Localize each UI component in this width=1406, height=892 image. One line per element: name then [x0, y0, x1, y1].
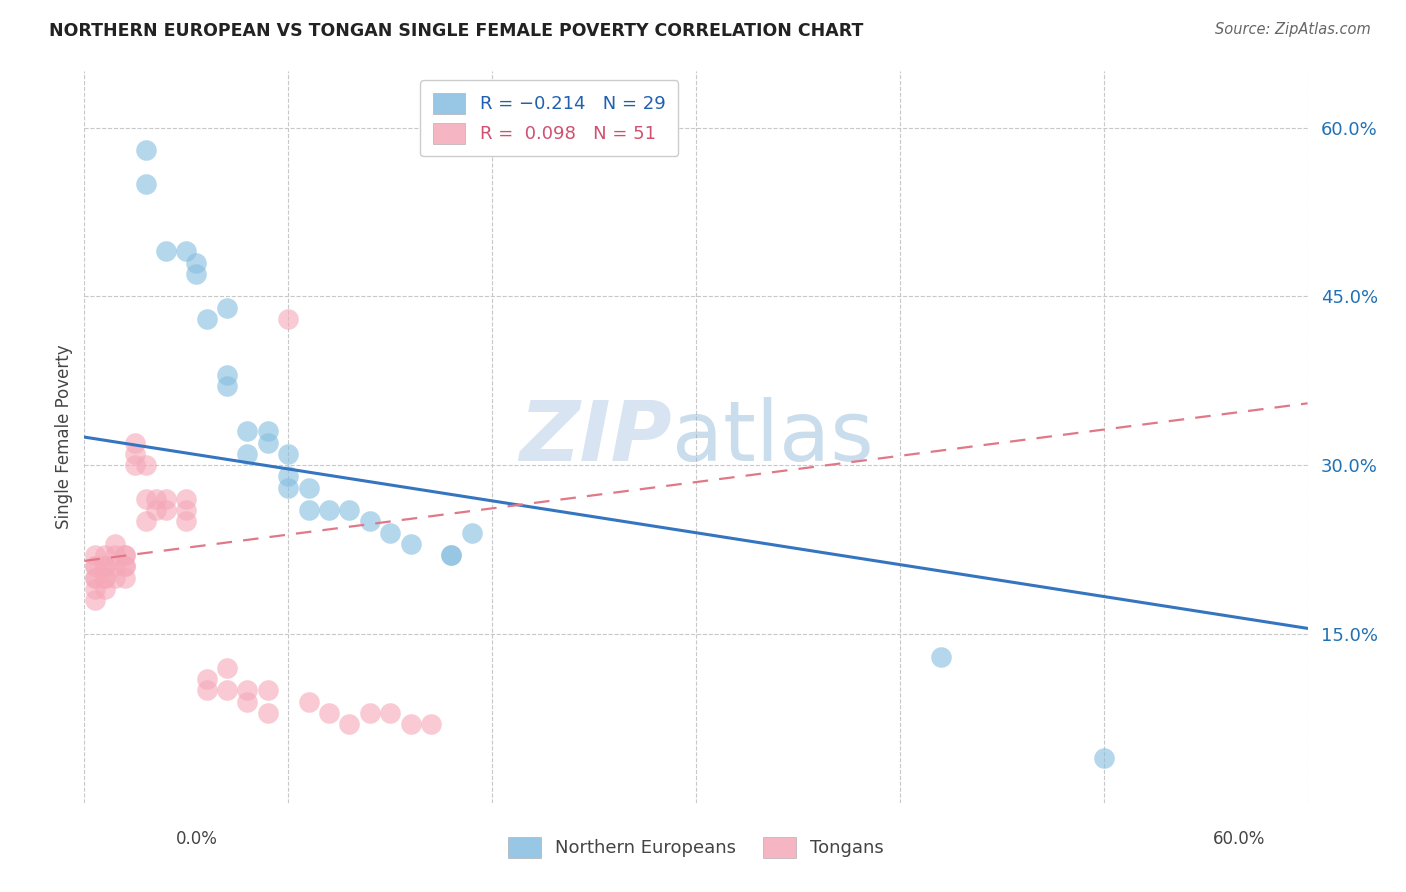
Point: [104, 571, 127, 585]
Point: [318, 706, 340, 720]
Point: [93, 559, 115, 574]
Point: [124, 447, 146, 461]
Point: [83, 582, 105, 596]
Point: [93, 571, 115, 585]
Point: [124, 435, 146, 450]
Point: [83, 571, 105, 585]
Point: [195, 312, 218, 326]
Point: [298, 694, 321, 708]
Point: [145, 491, 167, 506]
Point: [174, 244, 197, 259]
Point: [399, 537, 422, 551]
Point: [298, 503, 321, 517]
Point: [440, 548, 463, 562]
Point: [277, 481, 299, 495]
Point: [155, 503, 177, 517]
Point: [104, 559, 127, 574]
Point: [339, 503, 361, 517]
Point: [93, 559, 115, 574]
Point: [359, 706, 381, 720]
Point: [277, 469, 299, 483]
Point: [339, 717, 361, 731]
Point: [257, 706, 280, 720]
Point: [155, 491, 177, 506]
Point: [318, 503, 340, 517]
Point: [83, 593, 105, 607]
Point: [217, 301, 239, 315]
Point: [257, 683, 280, 698]
Point: [174, 515, 197, 529]
Point: [1092, 751, 1115, 765]
Point: [174, 491, 197, 506]
Point: [380, 706, 402, 720]
Point: [145, 503, 167, 517]
Point: [114, 559, 136, 574]
Point: [359, 515, 381, 529]
Legend: Northern Europeans, Tongans: Northern Europeans, Tongans: [499, 828, 893, 867]
Point: [155, 244, 177, 259]
Text: Source: ZipAtlas.com: Source: ZipAtlas.com: [1215, 22, 1371, 37]
Point: [217, 368, 239, 383]
Point: [135, 458, 157, 473]
Point: [135, 143, 157, 157]
Y-axis label: Single Female Poverty: Single Female Poverty: [55, 345, 73, 529]
Point: [104, 548, 127, 562]
Point: [420, 717, 443, 731]
Text: 0.0%: 0.0%: [176, 830, 218, 847]
Point: [399, 717, 422, 731]
Point: [461, 525, 484, 540]
Point: [929, 649, 952, 664]
Point: [83, 571, 105, 585]
Point: [236, 425, 259, 439]
Text: atlas: atlas: [672, 397, 873, 477]
Point: [83, 559, 105, 574]
Text: 60.0%: 60.0%: [1213, 830, 1265, 847]
Point: [135, 491, 157, 506]
Point: [93, 548, 115, 562]
Point: [114, 548, 136, 562]
Point: [277, 312, 299, 326]
Point: [440, 548, 463, 562]
Point: [217, 661, 239, 675]
Point: [298, 481, 321, 495]
Point: [114, 548, 136, 562]
Point: [83, 548, 105, 562]
Point: [124, 458, 146, 473]
Point: [83, 559, 105, 574]
Point: [380, 525, 402, 540]
Point: [217, 379, 239, 393]
Point: [195, 672, 218, 686]
Point: [236, 694, 259, 708]
Point: [217, 683, 239, 698]
Point: [93, 571, 115, 585]
Point: [174, 503, 197, 517]
Point: [114, 559, 136, 574]
Point: [186, 255, 208, 269]
Point: [236, 683, 259, 698]
Point: [93, 582, 115, 596]
Point: [135, 515, 157, 529]
Point: [135, 177, 157, 191]
Point: [186, 267, 208, 281]
Point: [195, 683, 218, 698]
Point: [277, 447, 299, 461]
Text: ZIP: ZIP: [519, 397, 672, 477]
Point: [257, 425, 280, 439]
Point: [104, 537, 127, 551]
Point: [236, 447, 259, 461]
Text: NORTHERN EUROPEAN VS TONGAN SINGLE FEMALE POVERTY CORRELATION CHART: NORTHERN EUROPEAN VS TONGAN SINGLE FEMAL…: [49, 22, 863, 40]
Point: [257, 435, 280, 450]
Point: [114, 571, 136, 585]
